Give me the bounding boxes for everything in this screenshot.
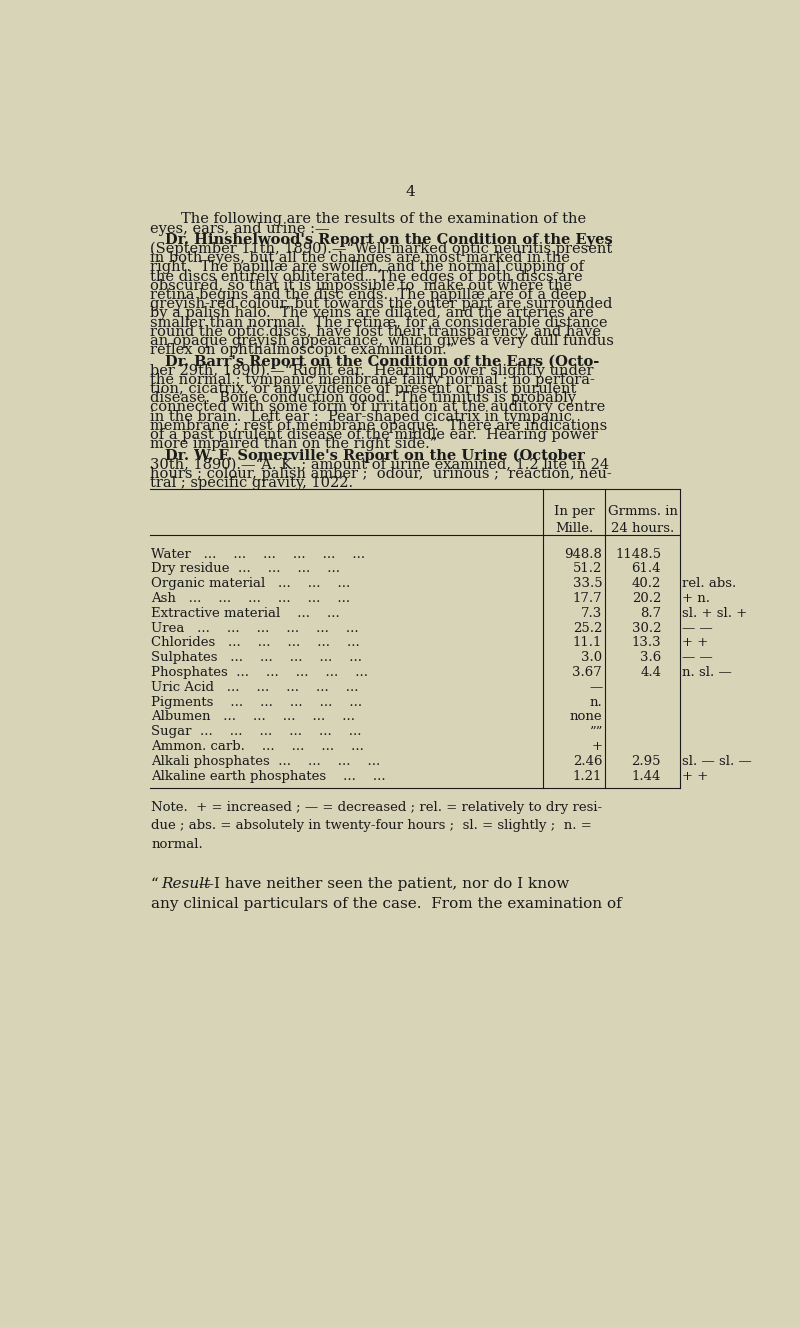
Text: the normal ; tympanic membrane fairly normal ; no perfora-: the normal ; tympanic membrane fairly no… — [150, 373, 594, 386]
Text: normal.: normal. — [151, 837, 203, 851]
Text: + n.: + n. — [682, 592, 710, 605]
Text: disease.  Bone conduction good.  The tinnitus is probably: disease. Bone conduction good. The tinni… — [150, 391, 576, 405]
Text: 2.46: 2.46 — [573, 755, 602, 768]
Text: Pigments    ...    ...    ...    ...    ...: Pigments ... ... ... ... ... — [151, 695, 362, 709]
Text: 1.44: 1.44 — [632, 770, 661, 783]
Text: Phosphates  ...    ...    ...    ...    ...: Phosphates ... ... ... ... ... — [151, 666, 369, 679]
Text: by a palish halo.  The veins are dilated, and the arteries are: by a palish halo. The veins are dilated,… — [150, 307, 594, 320]
Text: Note.  + = increased ; — = decreased ; rel. = relatively to dry resi-: Note. + = increased ; — = decreased ; re… — [151, 802, 602, 813]
Text: the discs entirely obliterated.  The edges of both discs are: the discs entirely obliterated. The edge… — [150, 269, 582, 284]
Text: + +: + + — [682, 770, 709, 783]
Text: Albumen   ...    ...    ...    ...    ...: Albumen ... ... ... ... ... — [151, 710, 355, 723]
Text: 20.2: 20.2 — [632, 592, 661, 605]
Text: an opaque greyish appearance, which gives a very dull fundus: an opaque greyish appearance, which give… — [150, 334, 614, 348]
Text: Ash   ...    ...    ...    ...    ...    ...: Ash ... ... ... ... ... ... — [151, 592, 350, 605]
Text: +: + — [591, 740, 602, 754]
Text: Sulphates   ...    ...    ...    ...    ...: Sulphates ... ... ... ... ... — [151, 652, 362, 665]
Text: eyes, ears, and urine :—: eyes, ears, and urine :— — [150, 222, 330, 236]
Text: Extractive material    ...    ...: Extractive material ... ... — [151, 606, 340, 620]
Text: n.: n. — [590, 695, 602, 709]
Text: sl. + sl. +: sl. + sl. + — [682, 606, 747, 620]
Text: Result: Result — [161, 877, 210, 890]
Text: reflex on ophthalmoscopic examination.”: reflex on ophthalmoscopic examination.” — [150, 344, 454, 357]
Text: Dr. Barr's Report on the Condition of the Ears (Octo-: Dr. Barr's Report on the Condition of th… — [165, 354, 599, 369]
Text: any clinical particulars of the case.  From the examination of: any clinical particulars of the case. Fr… — [151, 897, 622, 910]
Text: 33.5: 33.5 — [573, 577, 602, 591]
Text: .—I have neither seen the patient, nor do I know: .—I have neither seen the patient, nor d… — [194, 877, 570, 890]
Text: Grmms. in
24 hours.: Grmms. in 24 hours. — [607, 504, 678, 535]
Text: 8.7: 8.7 — [640, 606, 661, 620]
Text: —: — — [589, 681, 602, 694]
Text: 4: 4 — [405, 184, 415, 199]
Text: more impaired than on the right side.”: more impaired than on the right side.” — [150, 437, 437, 451]
Text: + +: + + — [682, 637, 709, 649]
Text: 4.4: 4.4 — [640, 666, 661, 679]
Text: of a past purulent disease of the middle ear.  Hearing power: of a past purulent disease of the middle… — [150, 429, 598, 442]
Text: Dr. W. F. Somerville's Report on the Urine (October: Dr. W. F. Somerville's Report on the Uri… — [165, 449, 585, 463]
Text: Alkali phosphates  ...    ...    ...    ...: Alkali phosphates ... ... ... ... — [151, 755, 381, 768]
Text: ber 29th, 1890).—“Right ear.  Hearing power slightly under: ber 29th, 1890).—“Right ear. Hearing pow… — [150, 364, 593, 378]
Text: Uric Acid   ...    ...    ...    ...    ...: Uric Acid ... ... ... ... ... — [151, 681, 359, 694]
Text: Chlorides   ...    ...    ...    ...    ...: Chlorides ... ... ... ... ... — [151, 637, 360, 649]
Text: — —: — — — [682, 652, 713, 665]
Text: smaller than normal.  The retinæ, for a considerable distance: smaller than normal. The retinæ, for a c… — [150, 316, 607, 329]
Text: in the brain.  Left ear :  Pear-shaped cicatrix in tympanic: in the brain. Left ear : Pear-shaped cic… — [150, 410, 571, 423]
Text: 1.21: 1.21 — [573, 770, 602, 783]
Text: ””: ”” — [589, 726, 602, 738]
Text: n. sl. —: n. sl. — — [682, 666, 732, 679]
Text: right.  The papillæ are swollen, and the normal cupping of: right. The papillæ are swollen, and the … — [150, 260, 584, 275]
Text: The following are the results of the examination of the: The following are the results of the exa… — [181, 212, 586, 227]
Text: in both eyes, but all the changes are most marked in the: in both eyes, but all the changes are mo… — [150, 251, 570, 265]
Text: Dry residue  ...    ...    ...    ...: Dry residue ... ... ... ... — [151, 563, 341, 576]
Text: Alkaline earth phosphates    ...    ...: Alkaline earth phosphates ... ... — [151, 770, 386, 783]
Text: rel. abs.: rel. abs. — [682, 577, 737, 591]
Text: Urea   ...    ...    ...    ...    ...    ...: Urea ... ... ... ... ... ... — [151, 621, 359, 634]
Text: — —: — — — [682, 621, 713, 634]
Text: tral ; specific gravity, 1022.: tral ; specific gravity, 1022. — [150, 476, 353, 490]
Text: 3.6: 3.6 — [640, 652, 661, 665]
Text: obscured, so that it is impossible to  make out where the: obscured, so that it is impossible to ma… — [150, 279, 571, 293]
Text: greyish-red colour, but towards the outer part are surrounded: greyish-red colour, but towards the oute… — [150, 297, 612, 312]
Text: 40.2: 40.2 — [632, 577, 661, 591]
Text: round the optic discs, have lost their transparency, and have: round the optic discs, have lost their t… — [150, 325, 601, 338]
Text: connected with some form of irritation at the auditory centre: connected with some form of irritation a… — [150, 401, 605, 414]
Text: 25.2: 25.2 — [573, 621, 602, 634]
Text: 3.67: 3.67 — [573, 666, 602, 679]
Text: 7.3: 7.3 — [581, 606, 602, 620]
Text: 2.95: 2.95 — [631, 755, 661, 768]
Text: 13.3: 13.3 — [631, 637, 661, 649]
Text: Dr. Hinshelwood's Report on the Condition of the Eyes: Dr. Hinshelwood's Report on the Conditio… — [165, 232, 613, 247]
Text: none: none — [570, 710, 602, 723]
Text: 11.1: 11.1 — [573, 637, 602, 649]
Text: (September 11th, 1890).—“Well-marked optic neuritis present: (September 11th, 1890).—“Well-marked opt… — [150, 242, 612, 256]
Text: Organic material   ...    ...    ...: Organic material ... ... ... — [151, 577, 350, 591]
Text: In per
Mille.: In per Mille. — [554, 504, 594, 535]
Text: hours ; colour, palish amber ;  odour,  urinous ;  reaction, neu-: hours ; colour, palish amber ; odour, ur… — [150, 467, 611, 480]
Text: 51.2: 51.2 — [573, 563, 602, 576]
Text: 61.4: 61.4 — [631, 563, 661, 576]
Text: Water   ...    ...    ...    ...    ...    ...: Water ... ... ... ... ... ... — [151, 548, 366, 560]
Text: Ammon. carb.    ...    ...    ...    ...: Ammon. carb. ... ... ... ... — [151, 740, 364, 754]
Text: 948.8: 948.8 — [564, 548, 602, 560]
Text: 3.0: 3.0 — [581, 652, 602, 665]
Text: retina begins and the disc ends.  The papillæ are of a deep: retina begins and the disc ends. The pap… — [150, 288, 586, 303]
Text: 30th, 1890).—“A. K. ; amount of urine examined, 1.2 lite in 24: 30th, 1890).—“A. K. ; amount of urine ex… — [150, 458, 609, 471]
Text: tion, cicatrix, or any evidence of present or past purulent: tion, cicatrix, or any evidence of prese… — [150, 382, 576, 395]
Text: “: “ — [151, 877, 164, 890]
Text: sl. — sl. —: sl. — sl. — — [682, 755, 752, 768]
Text: 1148.5: 1148.5 — [615, 548, 661, 560]
Text: 17.7: 17.7 — [573, 592, 602, 605]
Text: Sugar  ...    ...    ...    ...    ...    ...: Sugar ... ... ... ... ... ... — [151, 726, 362, 738]
Text: due ; abs. = absolutely in twenty-four hours ;  sl. = slightly ;  n. =: due ; abs. = absolutely in twenty-four h… — [151, 819, 592, 832]
Text: 30.2: 30.2 — [631, 621, 661, 634]
Text: membrane ; rest of membrane opaque.  There are indications: membrane ; rest of membrane opaque. Ther… — [150, 419, 607, 433]
